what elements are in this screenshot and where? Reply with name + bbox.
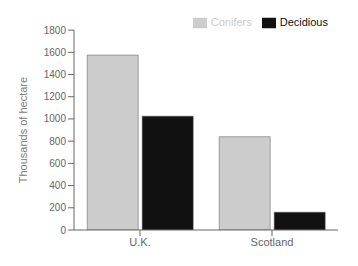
- svg-text:0: 0: [60, 225, 66, 236]
- svg-text:200: 200: [49, 202, 66, 213]
- html-text:Decidious: Decidious: [279, 16, 328, 28]
- svg-text:1600: 1600: [44, 47, 67, 58]
- svg-text:U.K.: U.K.: [129, 236, 150, 248]
- svg-text:800: 800: [49, 136, 66, 147]
- svg-text:600: 600: [49, 158, 66, 169]
- svg-text:400: 400: [49, 180, 66, 191]
- svg-text:1000: 1000: [44, 113, 67, 124]
- svg-text:1200: 1200: [44, 91, 67, 102]
- svg-text:Thousands of hectare: Thousands of hectare: [17, 77, 29, 183]
- html-text:Conifers: Conifers: [210, 16, 252, 28]
- svg-text:1400: 1400: [44, 69, 67, 80]
- svg-text:Scotland: Scotland: [251, 236, 294, 248]
- svg-text:1800: 1800: [44, 25, 67, 36]
